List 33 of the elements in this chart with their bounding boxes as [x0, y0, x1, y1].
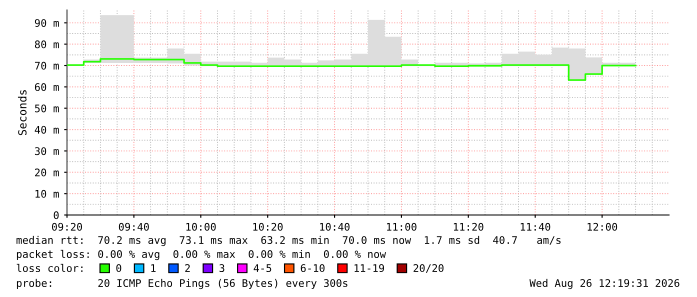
- legend-label: 20/20: [414, 264, 444, 273]
- text: Wed Aug 26 12:19:31 2026: [529, 278, 680, 290]
- legend-label: 3: [220, 264, 224, 272]
- x-tick-label: 10:00: [186, 222, 216, 231]
- x-tick-label: 11:00: [387, 222, 416, 231]
- legend-label: 1: [151, 264, 156, 272]
- x-tick-label: 11:40: [520, 222, 550, 231]
- y-tick-label: 90 m: [34, 19, 59, 27]
- legend-title: loss color:: [16, 264, 82, 272]
- y-tick-label: 30 m: [34, 147, 59, 156]
- text: packet loss: 0.00 % avg 0.00 % max 0.00 % min 0.00 % now: [16, 250, 386, 260]
- legend-label: 6-10: [300, 264, 325, 272]
- y-tick-label: 70 m: [34, 62, 59, 70]
- legend-label: 2: [185, 264, 190, 272]
- y-tick-label: 0: [54, 211, 59, 220]
- y-tick-label: 60 m: [34, 83, 59, 92]
- legend-label: 11-19: [354, 264, 384, 272]
- legend-label: 4-5: [254, 264, 272, 272]
- x-tick-label: 10:20: [253, 222, 283, 231]
- x-tick-label: 11:20: [454, 222, 484, 231]
- y-tick-label: 80 m: [34, 40, 59, 48]
- y-tick-label: 50 m: [35, 104, 59, 112]
- text: probe: 20 ICMP Echo Pings (56 Bytes) every 300s: [16, 278, 348, 290]
- x-tick-label: 10:40: [320, 222, 350, 231]
- x-tick-label: 09:40: [118, 222, 149, 231]
- y-tick-label: 20 m: [35, 168, 59, 176]
- legend-label: 0: [116, 264, 122, 272]
- text: median rtt: 70.2 ms avg 73.1 ms max 63.2 ms min 70.0 ms now 1.7 ms sd 40.7 am/s: [16, 236, 561, 246]
- x-tick-label: 09:20: [52, 222, 82, 231]
- y-axis-title: Seconds: [18, 90, 27, 136]
- x-tick-label: 12:00: [588, 222, 618, 231]
- y-tick-label: 40 m: [34, 126, 59, 134]
- y-tick-label: 10 m: [36, 190, 59, 198]
